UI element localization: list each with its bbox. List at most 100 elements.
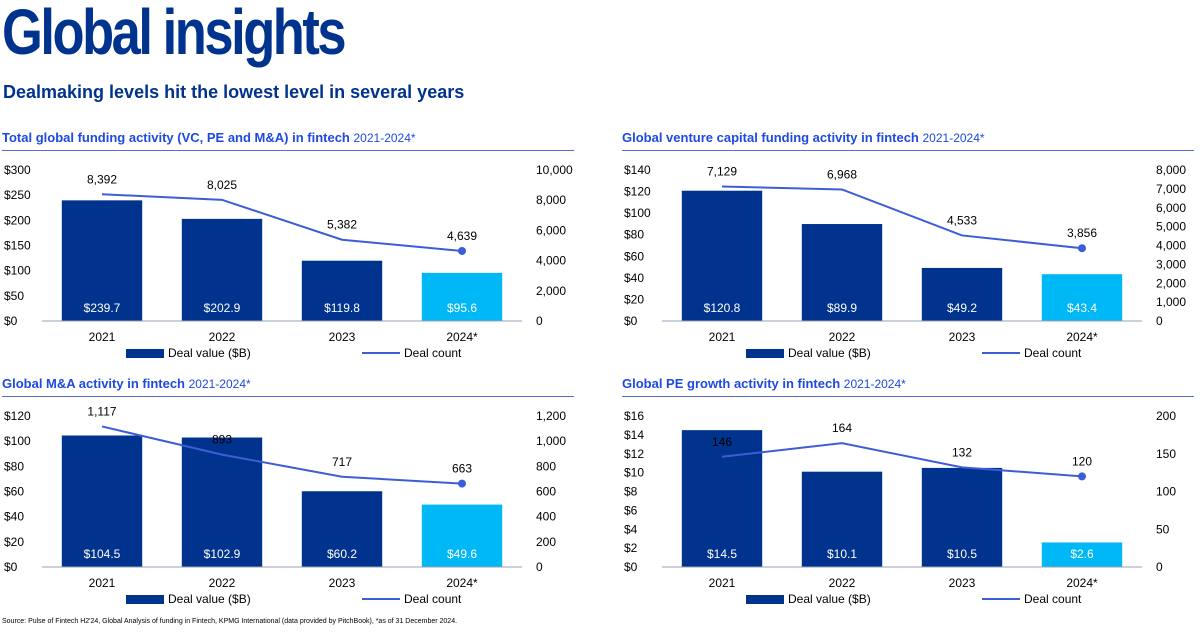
bar-value-label: $202.9 [204,301,241,315]
chart-period: 2021-2024* [188,377,251,391]
deal-count-end-marker [458,479,466,488]
y-axis-tick-label: $20 [624,292,644,306]
bar-value-label: $10.1 [827,547,857,561]
x-axis-tick-label: 2021 [89,330,116,344]
deal-count-label: 717 [332,455,352,469]
deal-count-line [101,193,463,252]
legend-label: Deal count [1024,592,1082,606]
y-axis-tick-label: $120 [4,409,31,423]
legend-label: Deal value ($B) [168,346,251,360]
y-axis-tick-label: $80 [624,228,644,242]
y2-axis-tick-label: 1,000 [1156,295,1186,309]
bar-value-label: $239.7 [84,301,121,315]
y2-axis-tick-label: 150 [1156,447,1176,461]
chart-svg: $0 $20 $40 $60 $80 $100 $120 0 200 400 600 800 1,000… [4,404,566,590]
bar [1041,542,1123,567]
legend-item-deal-value: Deal value ($B) [746,592,871,606]
chart-title-text: Global PE growth activity in fintech [622,376,841,391]
bar-value-label: $49.6 [447,547,477,561]
y2-axis-tick-label: 0 [536,314,543,328]
y-axis-tick-label: $140 [624,163,651,177]
y-axis-tick-label: $16 [624,409,644,423]
y2-axis-tick-label: 0 [1156,314,1163,328]
bar [421,272,503,321]
x-axis-tick-label: 2024* [1066,330,1098,344]
title-divider [2,396,574,397]
legend-label: Deal value ($B) [788,346,871,360]
y-axis-tick-label: $0 [624,560,638,574]
chart-title-text: Global venture capital funding activity … [622,130,919,145]
y-axis-tick-label: $10 [624,466,644,480]
bar-value-label: $60.2 [327,547,357,561]
deal-count-line [101,425,463,485]
source-note: Source: Pulse of Fintech H2'24, Global A… [2,618,458,625]
chart-period: 2021-2024* [843,377,906,391]
deal-count-end-marker [1078,244,1086,253]
bar [301,491,383,567]
y2-axis-tick-label: 8,000 [1156,163,1186,177]
legend-swatch-line [362,598,400,600]
chart-title: Global venture capital funding activity … [622,130,985,145]
deal-count-label: 8,025 [207,178,237,192]
legend-swatch-line [362,352,400,354]
legend-label: Deal count [404,592,462,606]
y2-axis-tick-label: 0 [536,560,543,574]
legend-swatch-bar [126,348,164,358]
legend-swatch-line [982,352,1020,354]
y2-axis-tick-label: 200 [1156,409,1176,423]
legend-swatch-bar [126,594,164,604]
legend-item-deal-value: Deal value ($B) [746,346,871,360]
y-axis-tick-label: $0 [624,314,638,328]
y2-axis-tick-label: 400 [536,510,556,524]
y2-axis-tick-label: 4,000 [1156,239,1186,253]
title-divider [2,150,574,151]
y-axis-tick-label: $14 [624,428,644,442]
bar-value-label: $49.2 [947,301,977,315]
bar-value-label: $102.9 [204,547,241,561]
title-divider [622,396,1194,397]
legend-label: Deal count [404,346,462,360]
y2-axis-tick-label: 1,000 [536,434,566,448]
legend-item-deal-value: Deal value ($B) [126,346,251,360]
deal-count-label: 7,129 [707,164,737,178]
deal-count-line [721,185,1083,250]
y-axis-tick-label: $120 [624,185,651,199]
title-divider [622,150,1194,151]
chart-title: Global PE growth activity in fintech 202… [622,376,906,391]
x-axis-tick-label: 2021 [709,330,736,344]
deal-count-label: 1,117 [87,404,116,418]
y2-axis-tick-label: 6,000 [1156,201,1186,215]
y-axis-tick-label: $20 [4,535,24,549]
y-axis-tick-label: $150 [4,239,31,253]
y2-axis-tick-label: 800 [536,459,556,473]
y-axis-tick-label: $0 [4,314,18,328]
legend-item-deal-count: Deal count [362,346,461,360]
bar [921,267,1003,321]
bar [681,190,763,321]
chart-panel-venture-capital: Global venture capital funding activity … [622,130,1200,365]
chart-panel-pe-growth: Global PE growth activity in fintech 202… [622,376,1200,611]
bar [61,200,143,321]
chart-legend: Deal value ($B) Deal count [622,592,1194,608]
y2-axis-tick-label: 8,000 [536,193,566,207]
y-axis-tick-label: $8 [624,485,638,499]
x-axis-tick-label: 2022 [209,330,236,344]
y2-axis-tick-label: 50 [1156,522,1170,536]
deal-count-label: 4,639 [447,229,477,243]
x-axis-tick-label: 2023 [329,330,356,344]
y2-axis-tick-label: 5,000 [1156,220,1186,234]
legend-item-deal-value: Deal value ($B) [126,592,251,606]
x-axis-tick-label: 2024* [446,330,478,344]
chart-legend: Deal value ($B) Deal count [2,346,574,362]
y-axis-tick-label: $250 [4,188,31,202]
y-axis-tick-label: $300 [4,163,31,177]
chart-legend: Deal value ($B) Deal count [2,592,574,608]
bar [181,218,263,321]
bar [801,224,883,321]
bar-value-label: $120.8 [704,301,741,315]
y2-axis-tick-label: 2,000 [536,284,566,298]
y2-axis-tick-label: 3,000 [1156,257,1186,271]
y-axis-tick-label: $80 [4,459,24,473]
y-axis-tick-label: $60 [4,485,24,499]
legend-label: Deal value ($B) [168,592,251,606]
